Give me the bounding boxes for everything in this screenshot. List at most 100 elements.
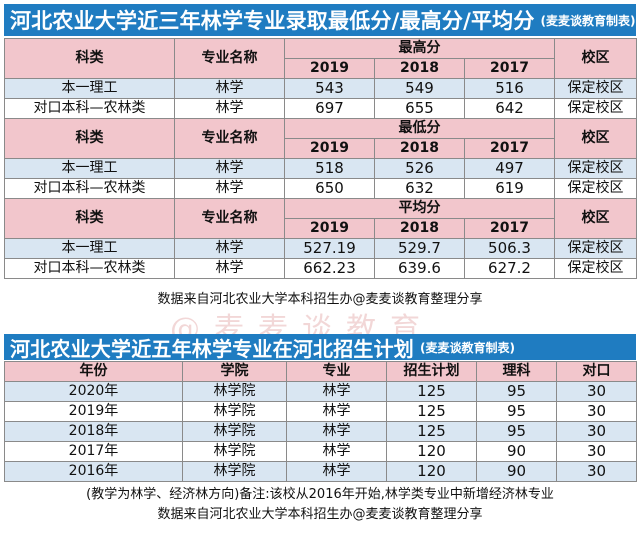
plan-cell: 120	[386, 461, 477, 482]
source-note-2: 数据来自河北农业大学本科招生办@麦麦谈教育整理分享	[157, 507, 483, 522]
plan-cell: 90	[476, 441, 557, 462]
header-year: 2017	[463, 138, 556, 159]
cell-score: 632	[374, 178, 465, 199]
plan-header-cell: 学院	[182, 361, 287, 382]
header-year: 2018	[374, 138, 465, 159]
cell-major: 林学	[174, 178, 285, 199]
header-year: 2019	[284, 138, 375, 159]
cell-major: 林学	[174, 238, 285, 259]
plan-row: 2018年 林学院 林学 125 95 30	[4, 421, 637, 442]
plan-cell: 林学院	[182, 461, 287, 482]
cell-score: 506.3	[463, 238, 556, 259]
table-row: 本一理工 林学 543 549 516 保定校区	[4, 78, 638, 99]
cell-campus: 保定校区	[554, 78, 638, 99]
cell-score: 650	[284, 178, 375, 199]
header-year: 2017	[463, 218, 556, 239]
plan-row: 2017年 林学院 林学 120 90 30	[4, 441, 637, 462]
plan-cell: 林学院	[182, 381, 287, 402]
cell-campus: 保定校区	[554, 98, 638, 119]
cell-category: 对口本科—农林类	[4, 178, 175, 199]
plan-row: 2016年 林学院 林学 120 90 30	[4, 461, 637, 482]
header-category: 科类	[4, 38, 175, 79]
scores-table: 科类 专业名称 最高分 校区 2019 2018 2017 本一理工 林学 543 549 516 保定…	[4, 38, 638, 279]
plan-table: 年份 学院 专业 招生计划 理科 对口 2020年 林学院 林学 125 95 30 2019年 林学院林…	[4, 361, 637, 482]
header-year: 2018	[374, 58, 465, 79]
header-row: 科类 专业名称 最低分 校区	[4, 118, 638, 159]
plan-cell: 125	[386, 421, 477, 442]
title-plan-credit: (麦麦谈教育制表)	[420, 340, 515, 355]
plan-cell: 2018年	[4, 421, 183, 442]
plan-cell: 林学	[286, 401, 387, 422]
header-category: 科类	[4, 118, 175, 159]
cell-category: 本一理工	[4, 158, 175, 179]
table-row: 对口本科—农林类 林学 697 655 642 保定校区	[4, 98, 638, 119]
plan-cell: 2019年	[4, 401, 183, 422]
cell-campus: 保定校区	[554, 258, 638, 279]
header-row: 科类 专业名称 最高分 校区	[4, 38, 638, 79]
cell-score: 662.23	[284, 258, 375, 279]
cell-score: 529.7	[374, 238, 465, 259]
cell-major: 林学	[174, 78, 285, 99]
plan-cell: 90	[476, 461, 557, 482]
title-plan: 河北农业大学近五年林学专业在河北招生计划	[10, 336, 414, 361]
cell-score: 527.19	[284, 238, 375, 259]
header-major: 专业名称	[174, 198, 285, 239]
header-years-row: 2019 2018 2017	[5, 58, 637, 79]
title-banner-plan: 河北农业大学近五年林学专业在河北招生计划 (麦麦谈教育制表)	[4, 334, 636, 361]
plan-row: 2020年 林学院 林学 125 95 30	[4, 381, 637, 402]
plan-cell: 林学	[286, 441, 387, 462]
plan-cell: 125	[386, 381, 477, 402]
plan-header-cell: 专业	[286, 361, 387, 382]
header-year: 2018	[374, 218, 465, 239]
plan-cell: 30	[556, 401, 637, 422]
header-year: 2017	[463, 58, 556, 79]
plan-header-cell: 招生计划	[386, 361, 477, 382]
plan-cell: 30	[556, 461, 637, 482]
header-category: 科类	[4, 198, 175, 239]
table-row: 对口本科—农林类 林学 662.23 639.6 627.2 保定校区	[4, 258, 638, 279]
header-campus: 校区	[554, 38, 638, 79]
cell-campus: 保定校区	[554, 178, 638, 199]
cell-category: 本一理工	[4, 238, 175, 259]
remark-note: (教学为林学、经济林方向)备注:该校从2016年开始,林学类专业中新增经济林专业	[86, 487, 554, 502]
cell-score: 497	[463, 158, 556, 179]
plan-cell: 30	[556, 421, 637, 442]
plan-cell: 120	[386, 441, 477, 462]
plan-header-cell: 理科	[476, 361, 557, 382]
plan-cell: 95	[476, 421, 557, 442]
plan-row: 2019年 林学院 林学 125 95 30	[4, 401, 637, 422]
header-major: 专业名称	[174, 118, 285, 159]
plan-cell: 95	[476, 401, 557, 422]
table-row: 对口本科—农林类 林学 650 632 619 保定校区	[4, 178, 638, 199]
table-row: 本一理工 林学 518 526 497 保定校区	[4, 158, 638, 179]
cell-score: 543	[284, 78, 375, 99]
header-years-row: 2019 2018 2017	[5, 138, 637, 159]
cell-category: 对口本科—农林类	[4, 258, 175, 279]
plan-cell: 林学	[286, 381, 387, 402]
plan-cell: 125	[386, 401, 477, 422]
cell-score: 642	[463, 98, 556, 119]
source-note-1: 数据来自河北农业大学本科招生办@麦麦谈教育整理分享	[157, 292, 483, 307]
cell-major: 林学	[174, 98, 285, 119]
cell-campus: 保定校区	[554, 238, 638, 259]
plan-cell: 30	[556, 441, 637, 462]
title-banner-scores: 河北农业大学近三年林学专业录取最低分/最高分/平均分 (麦麦谈教育制表)	[4, 4, 636, 36]
plan-cell: 林学院	[182, 421, 287, 442]
plan-header-row: 年份 学院 专业 招生计划 理科 对口	[4, 361, 637, 382]
title-scores-credit: (麦麦谈教育制表)	[540, 13, 636, 28]
cell-major: 林学	[174, 158, 285, 179]
header-year: 2019	[284, 218, 375, 239]
plan-cell: 30	[556, 381, 637, 402]
cell-major: 林学	[174, 258, 285, 279]
cell-score: 619	[463, 178, 556, 199]
plan-header-cell: 年份	[4, 361, 183, 382]
header-section-label: 最低分	[283, 118, 556, 139]
cell-score: 655	[374, 98, 465, 119]
header-section-label: 平均分	[283, 198, 556, 219]
plan-cell: 林学	[286, 461, 387, 482]
plan-cell: 2016年	[4, 461, 183, 482]
header-row: 科类 专业名称 平均分 校区	[4, 198, 638, 239]
cell-score: 549	[374, 78, 465, 99]
plan-cell: 林学院	[182, 441, 287, 462]
cell-score: 639.6	[374, 258, 465, 279]
